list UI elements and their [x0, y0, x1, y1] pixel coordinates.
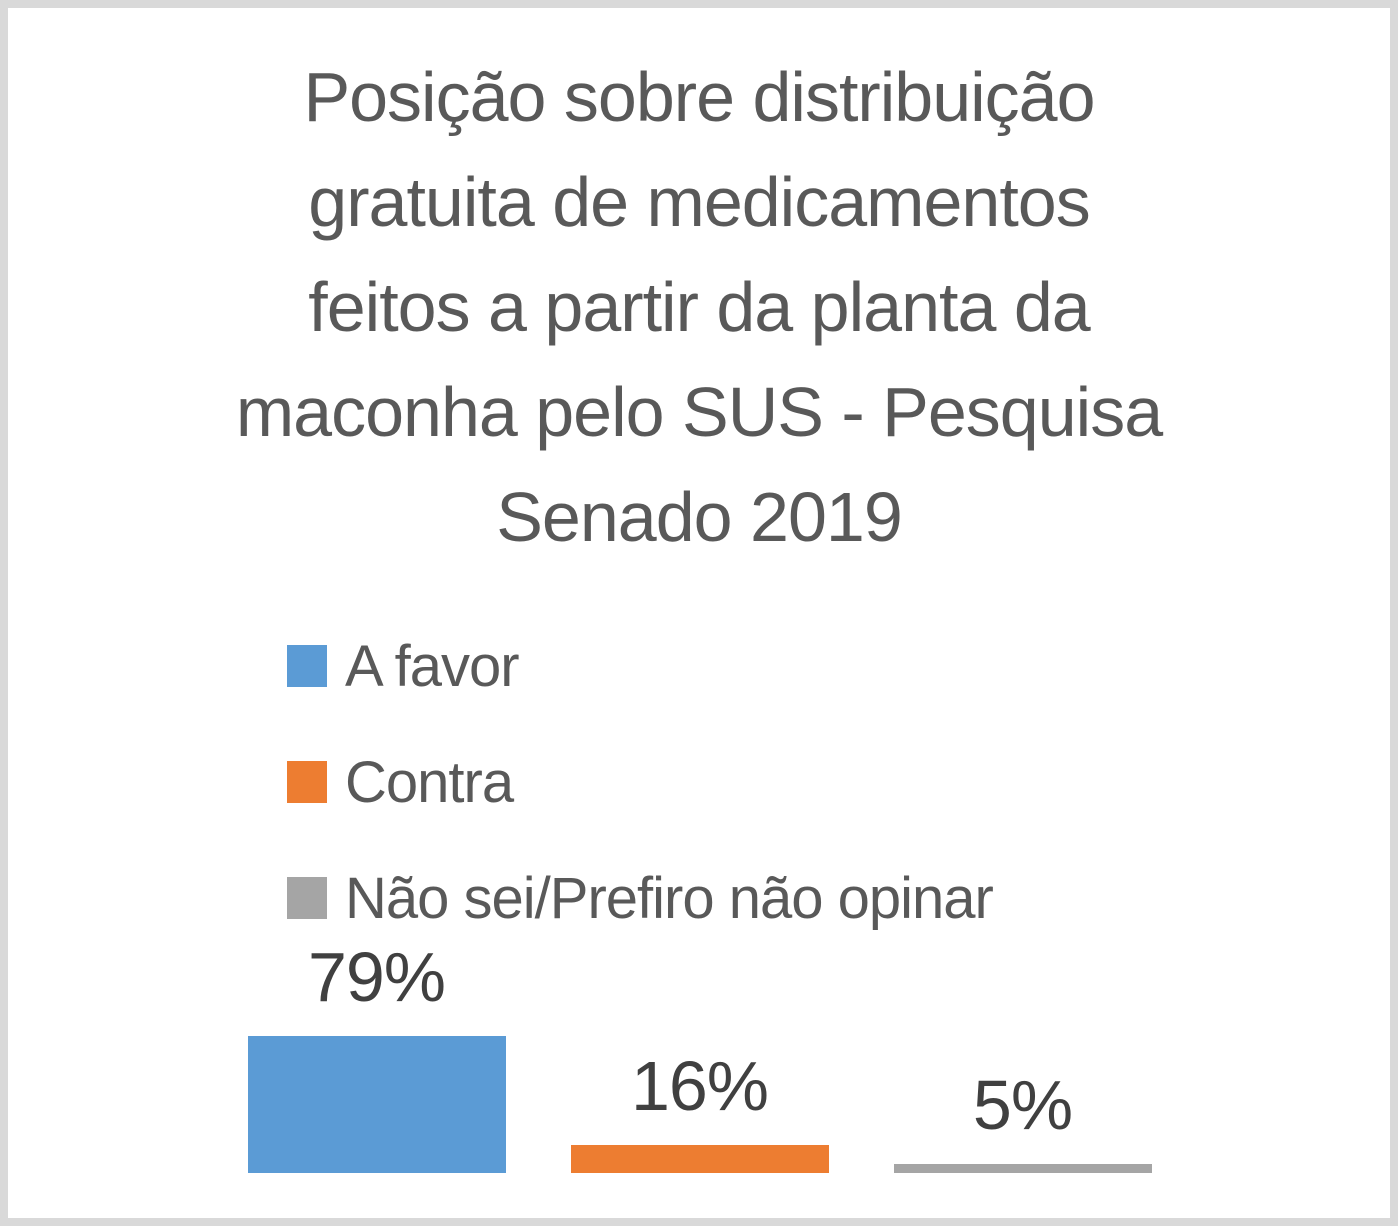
bar-group-1: 16% — [538, 1045, 861, 1173]
chart-title-line: Posição sobre distribuição — [303, 58, 1095, 136]
legend: A favor Contra Não sei/Prefiro não opina… — [287, 632, 994, 980]
legend-swatch-a-favor — [287, 645, 327, 687]
bar-value-label: 16% — [630, 1047, 769, 1125]
legend-swatch-contra — [287, 761, 327, 803]
chart-title-line: gratuita de medicamentos — [308, 163, 1090, 241]
bar-group-2: 5% — [861, 1064, 1184, 1173]
bar-value-label: 5% — [972, 1066, 1073, 1144]
bar-group-0: 79% — [215, 936, 538, 1173]
chart-title-line: Senado 2019 — [496, 478, 903, 556]
chart-title-line: maconha pelo SUS - Pesquisa — [235, 373, 1163, 451]
legend-item-nao-sei: Não sei/Prefiro não opinar — [287, 864, 994, 932]
chart-title: Posição sobre distribuição gratuita de m… — [149, 45, 1249, 570]
legend-label: Contra — [345, 749, 514, 815]
bar-chart-plot: 79% 16% 5% — [215, 773, 1184, 1173]
legend-item-a-favor: A favor — [287, 632, 993, 700]
legend-label: A favor — [345, 633, 520, 699]
chart-title-line: feitos a partir da planta da — [308, 268, 1090, 346]
bar-2 — [893, 1164, 1152, 1173]
bar-1 — [570, 1145, 829, 1173]
bar-value-label: 79% — [307, 938, 446, 1016]
legend-swatch-nao-sei — [287, 877, 327, 919]
legend-item-contra: Contra — [287, 748, 993, 816]
legend-label: Não sei/Prefiro não opinar — [345, 865, 994, 931]
bar-0 — [247, 1036, 506, 1173]
